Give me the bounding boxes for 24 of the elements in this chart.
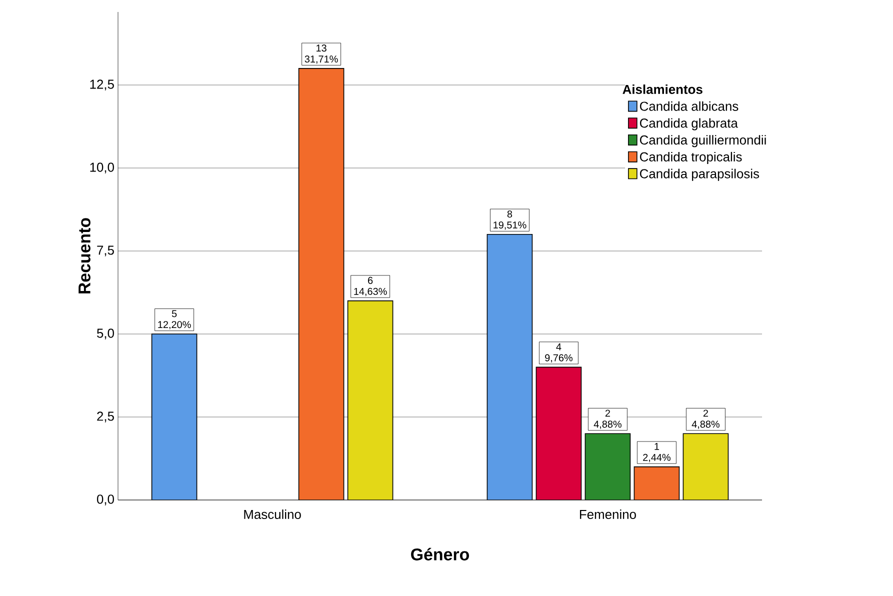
legend-label: Candida parapsilosis	[640, 168, 760, 181]
y-tick-label: 2,5	[97, 412, 114, 422]
x-axis-title: Género	[411, 548, 469, 560]
data-label: 6 14,63%	[354, 276, 387, 296]
x-tick-label: Femenino	[580, 510, 636, 520]
data-label: 2 4,88%	[594, 410, 622, 429]
y-tick-label: 0,0	[96, 494, 114, 506]
legend-label: Candida glabrata	[640, 118, 738, 130]
data-label: 13 31,71%	[304, 44, 338, 64]
data-label: 2 4,88%	[692, 410, 720, 429]
y-tick-label: 7,5	[97, 246, 114, 256]
legend-label: Candida albicans	[640, 101, 738, 111]
x-tick-label: Masculino	[244, 510, 301, 520]
y-axis-title: Recuento	[78, 218, 90, 294]
legend-label: Candida guilliermondii	[640, 135, 766, 148]
data-label: 4 9,76%	[545, 343, 572, 363]
legend-title: Aislamientos	[622, 84, 702, 94]
data-label: 5 12,20%	[158, 310, 191, 330]
data-label: 1 2,44%	[643, 442, 670, 462]
y-tick-label: 12,5	[90, 80, 114, 90]
data-label: 8 19,51%	[494, 210, 526, 230]
legend-label: Candida tropicalis	[640, 152, 742, 164]
y-tick-label: 5,0	[97, 328, 114, 340]
y-tick-label: 10,0	[90, 162, 114, 174]
